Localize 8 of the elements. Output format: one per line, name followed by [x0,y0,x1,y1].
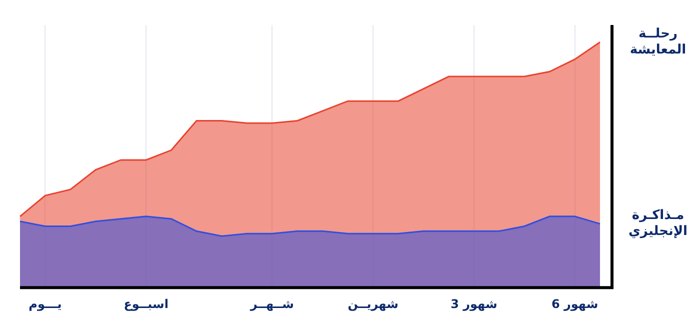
x-tick-label: 6 شهور [551,296,598,311]
x-tick-label: اسبــوع [124,296,168,311]
x-tick-label: شهريــن [348,296,398,311]
x-tick-label: شــهــر [249,296,294,311]
x-tick-label: 3 شهور [450,296,498,311]
text: رحلــة المعايشة [630,26,686,58]
x-tick-label: يـــوم [28,296,62,311]
text: مـذاكـرة الإنجليزي [628,208,688,240]
